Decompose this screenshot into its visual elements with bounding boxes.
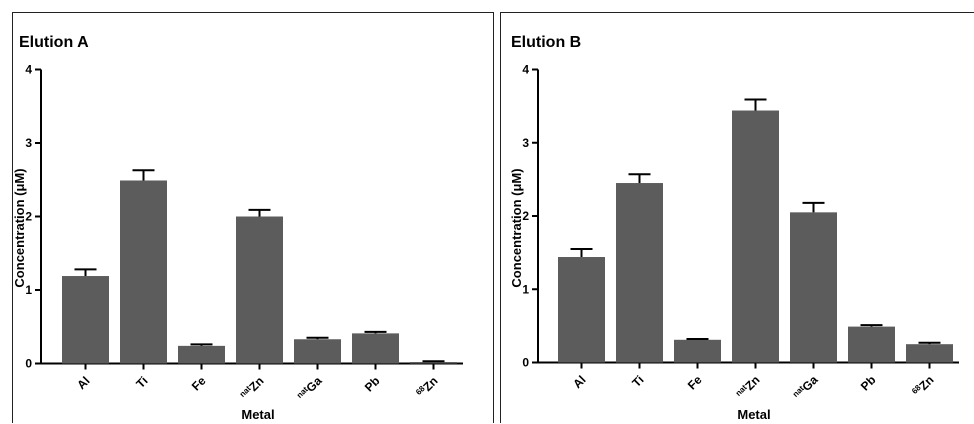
y-axis-label: Concentration (μM) [13, 168, 27, 287]
x-tick-label: Ti [629, 373, 646, 390]
x-axis-label: Metal [737, 407, 770, 422]
x-tick-label: Pb [362, 374, 383, 395]
x-tick-label: natZn [734, 373, 763, 402]
bar [790, 212, 837, 363]
bar [62, 276, 109, 364]
plot-area: 0 1 2 3 4 Al Ti Fe natZn natGa Pb 68Zn [522, 63, 959, 402]
chart-b-svg: Elution B Concentration (μM) Metal 0 1 2 3 4… [509, 34, 959, 422]
y-axis-label: Concentration (μM) [509, 168, 524, 287]
x-tick-label: natZn [238, 374, 267, 403]
plot-area: 0 1 2 3 4 Al Ti Fe natZn natGa Pb 68Zn [25, 63, 463, 403]
bar [236, 216, 283, 364]
bar [352, 333, 399, 364]
bar [674, 339, 721, 363]
x-tick-label: Al [74, 374, 92, 392]
chart-title: Elution B [511, 34, 581, 51]
bar [558, 257, 605, 363]
y-tick-label: 2 [522, 209, 529, 223]
bar [616, 183, 663, 363]
bar [848, 326, 895, 363]
x-tick-label: 68Zn [414, 374, 441, 401]
y-tick-label: 1 [522, 282, 529, 296]
chart-a-svg: Elution A Concentration (μM) Metal 0 1 2 3 4… [13, 34, 463, 422]
x-axis-label: Metal [241, 407, 274, 422]
x-tick-label: Pb [858, 373, 879, 394]
x-tick-label: Al [570, 373, 588, 391]
chart-title: Elution A [19, 34, 89, 51]
bar [120, 180, 167, 364]
x-tick-label: Fe [685, 372, 705, 392]
bar [410, 362, 457, 364]
bar [906, 344, 953, 363]
y-tick-label: 0 [522, 356, 529, 370]
chart-panel-elution-b: Elution B Concentration (μM) Metal 0 1 2 3 4… [500, 12, 974, 423]
x-tick-label: natGa [295, 373, 325, 403]
y-tick-label: 4 [522, 63, 529, 77]
y-tick-label: 3 [522, 136, 529, 150]
y-tick-label: 2 [25, 210, 32, 224]
x-tick-label: Fe [189, 373, 209, 393]
x-tick-label: Ti [133, 374, 150, 391]
bar [294, 339, 341, 364]
y-tick-label: 1 [25, 283, 32, 297]
bar [732, 110, 779, 363]
y-tick-label: 4 [25, 63, 32, 77]
x-tick-label: natGa [791, 372, 821, 402]
chart-panel-elution-a: Elution A Concentration (μM) Metal 0 1 2 3 4… [12, 12, 494, 423]
y-tick-label: 0 [25, 357, 32, 371]
bar [178, 345, 225, 364]
y-tick-label: 3 [25, 136, 32, 150]
x-tick-label: 68Zn [910, 373, 937, 400]
